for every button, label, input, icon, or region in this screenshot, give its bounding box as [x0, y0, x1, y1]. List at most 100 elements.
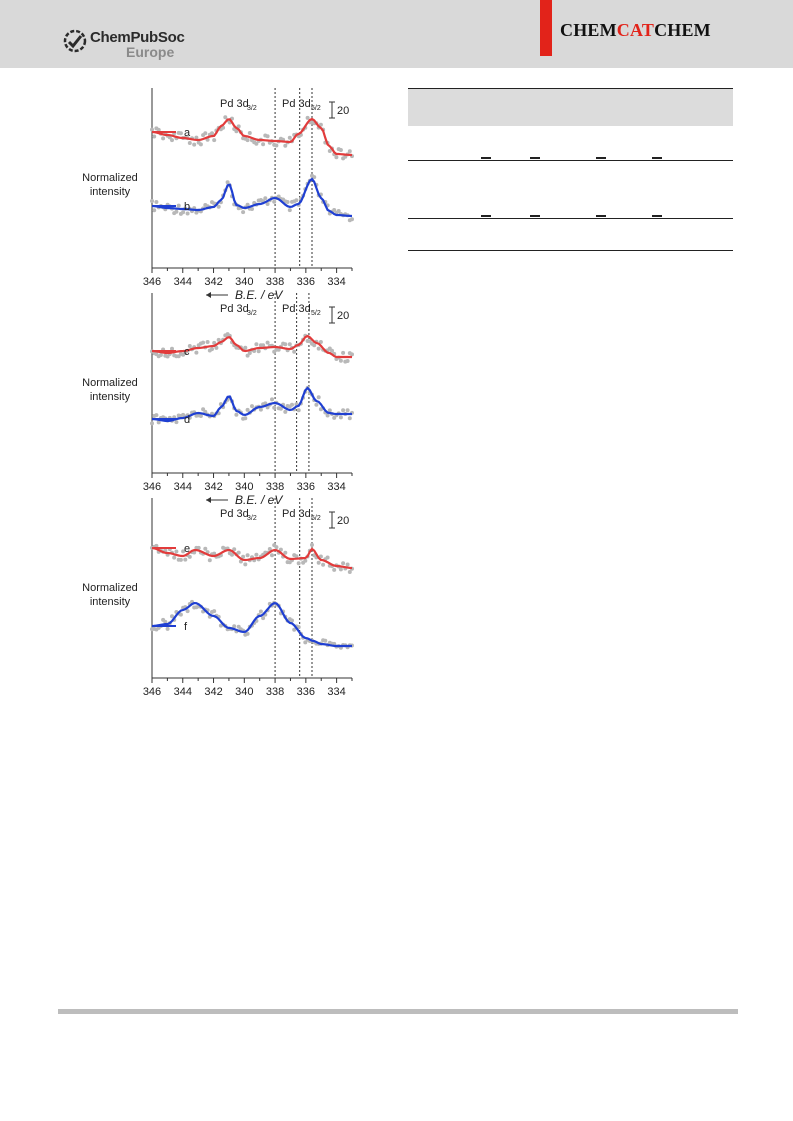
data-point [198, 142, 203, 147]
data-point [327, 408, 332, 413]
data-point [196, 545, 201, 550]
data-point [154, 413, 159, 418]
data-point [341, 408, 346, 413]
data-point [274, 143, 279, 148]
data-point [276, 347, 281, 352]
y-axis-label: intensity [90, 391, 131, 403]
table-column-mark [530, 157, 540, 159]
data-point [290, 618, 294, 623]
publisher-star-icon [63, 29, 87, 53]
data-point [347, 149, 352, 154]
data-point [267, 547, 272, 551]
data-point [176, 203, 181, 208]
data-point [318, 122, 323, 127]
data-point [338, 148, 343, 152]
table-column-mark [652, 157, 662, 159]
data-point [350, 217, 354, 222]
data-point [345, 562, 350, 567]
series-line-d [151, 386, 352, 423]
x-axis-label: B.E. / eV [235, 698, 283, 700]
data-point [154, 200, 159, 204]
x-tick-label: 340 [235, 686, 253, 698]
peak-label-sub: 5/2 [311, 515, 321, 522]
data-point [161, 136, 166, 141]
x-tick-label: 334 [327, 686, 345, 698]
data-point [285, 200, 290, 204]
data-point [338, 567, 343, 572]
data-point [185, 211, 190, 216]
data-point [174, 549, 179, 554]
data-point [210, 347, 214, 352]
x-tick-label: 336 [297, 686, 315, 698]
journal-title-part3: CHEM [654, 20, 711, 40]
data-point [245, 138, 250, 143]
data-point [245, 631, 250, 636]
data-point [265, 134, 270, 139]
data-point [232, 547, 237, 552]
data-point [332, 567, 337, 572]
x-axis-label: B.E. / eV [235, 493, 283, 507]
data-point [243, 562, 248, 567]
data-point [292, 349, 297, 354]
data-point [156, 127, 161, 132]
table-header-row [408, 88, 733, 126]
series-line-b [151, 177, 353, 218]
data-point [350, 352, 354, 357]
data-point [194, 350, 199, 355]
legend-label-c: c [184, 346, 190, 358]
table-bottom-rule [408, 250, 733, 251]
x-tick-label: 342 [204, 686, 222, 698]
data-point [212, 138, 217, 143]
data-point [152, 134, 157, 139]
data-point [170, 346, 174, 351]
arrow-left-icon [206, 292, 211, 298]
arrow-left-icon [206, 497, 211, 503]
data-point [278, 547, 283, 552]
data-point [283, 342, 288, 347]
x-tick-label: 336 [297, 276, 315, 288]
series-line-e [151, 546, 353, 570]
data-point [201, 407, 206, 412]
data-point [265, 340, 270, 345]
data-point [318, 554, 323, 559]
scale-bar-label: 20 [337, 105, 349, 117]
data-point [296, 408, 301, 413]
legend-label-e: e [184, 543, 190, 555]
data-point [158, 353, 163, 357]
x-tick-label: 346 [143, 276, 161, 288]
table-rule [408, 160, 733, 161]
data-point [316, 560, 321, 565]
legend-label-a: a [184, 127, 191, 139]
table-rule [408, 218, 733, 219]
data-point [278, 406, 283, 411]
data-point [338, 415, 343, 420]
legend-label-f: f [184, 621, 188, 633]
data-point [318, 340, 323, 344]
peak-label-sub: 3/2 [247, 105, 257, 112]
y-axis-label: intensity [90, 596, 131, 608]
data-point [165, 626, 170, 631]
data-point [347, 570, 352, 574]
x-tick-label: 344 [174, 481, 192, 493]
data-point [303, 558, 308, 563]
y-axis-label: Normalized [82, 582, 138, 594]
data-point [334, 155, 339, 160]
data-point [312, 343, 317, 348]
data-point [212, 340, 217, 345]
data-point [187, 344, 192, 348]
data-point [345, 359, 350, 363]
data-point [241, 210, 246, 215]
peak-label-main: Pd 3d [282, 303, 311, 315]
data-point [170, 614, 174, 619]
table-column-mark [530, 215, 540, 217]
data-point [316, 395, 321, 400]
data-point [203, 131, 208, 136]
data-point [170, 138, 174, 143]
publisher-name: ChemPubSoc [90, 29, 185, 46]
data-point [270, 397, 274, 402]
data-point [194, 135, 199, 140]
data-point [181, 549, 186, 554]
data-point [314, 402, 319, 407]
